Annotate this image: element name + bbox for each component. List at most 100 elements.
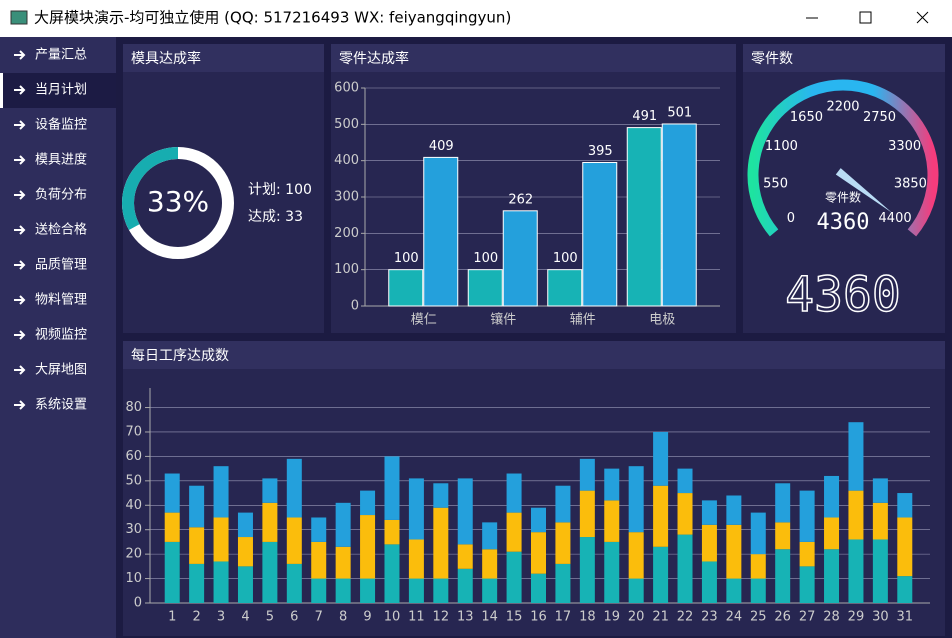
panel [743,44,945,333]
x-tick-label: 2 [192,610,200,625]
stacked-bar-segment [579,490,595,538]
y-tick-label: 70 [125,424,142,439]
stacked-bar-segment [799,490,815,542]
bar-value-label: 491 [632,109,657,124]
bar-value-label: 395 [588,144,613,159]
stacked-bar-segment [701,524,717,562]
x-tick-label: 14 [481,610,498,625]
bar-value-label: 100 [553,251,578,266]
stacked-bar-segment [750,554,766,579]
menu-item[interactable]: 负荷分布 [35,188,87,203]
menu-arrow [14,85,26,95]
menu-arrow [14,365,26,375]
big-counter: 4360 [785,267,901,323]
stacked-bar-segment [408,539,424,579]
stacked-bar-segment [506,512,522,552]
x-tick-label: 16 [530,610,547,625]
menu-item[interactable]: 大屏地图 [35,363,87,378]
menu-item[interactable]: 物料管理 [35,293,87,308]
gauge-tick-label: 3300 [888,139,921,154]
stacked-bar-segment [262,502,278,542]
menu-item[interactable]: 送检合格 [35,222,87,238]
x-tick-label: 8 [339,610,347,625]
stacked-bar-segment [531,573,546,603]
y-tick-label: 100 [334,262,359,277]
stacked-bar-segment [213,466,229,518]
stacked-bar-segment [677,493,693,535]
x-tick-label: 10 [384,610,401,625]
stacked-bar-segment [506,473,522,513]
x-tick-label: 13 [457,610,474,625]
x-tick-label: 电极 [649,313,675,328]
stacked-bar-segment [604,541,620,603]
stacked-bar-segment [750,512,766,555]
stacked-bar-segment [897,576,913,603]
stacked-bar-segment [531,507,546,533]
bar [582,161,618,307]
stacked-bar-segment [677,534,693,603]
stacked-bar-segment [677,468,693,494]
menu-arrow [14,120,26,130]
stacked-bar-segment [897,493,913,518]
bar [467,269,503,307]
menu-item[interactable]: 模具进度 [35,152,87,168]
stacked-bar-segment [164,473,180,513]
donut-label: 计划: 100 [248,182,312,198]
stacked-bar-segment [286,563,302,603]
x-tick-label: 6 [290,610,298,625]
stacked-bar-segment [848,422,864,491]
x-tick-label: 29 [848,610,865,625]
stacked-bar-segment [213,561,229,603]
bar [661,123,697,307]
x-tick-label: 15 [506,610,523,625]
gauge-tick-label: 0 [787,211,795,226]
menu-item[interactable]: 产量汇总 [35,48,87,63]
menu-item[interactable]: 品质管理 [35,258,87,273]
panel-title: 零件达成率 [339,50,409,67]
gauge-label: 零件数 [825,190,861,205]
x-tick-label: 9 [363,610,371,625]
menu-item[interactable]: 设备监控 [35,117,87,133]
stacked-bar-segment [506,551,522,603]
stacked-bar-segment [360,578,376,603]
stacked-bar-segment [433,507,449,579]
stacked-bar-segment [897,517,913,577]
stacked-bar-segment [286,517,302,564]
app-icon [10,10,28,25]
x-tick-label: 24 [726,610,743,625]
bar-value-label: 100 [394,251,419,266]
sidebar [0,37,116,638]
gauge-tick-label: 550 [763,176,788,191]
menu-item[interactable]: 系统设置 [35,398,87,413]
x-tick-label: 7 [315,610,323,625]
bar-value-label: 409 [429,139,454,154]
y-tick-label: 40 [125,498,142,513]
stacked-bar-segment [653,485,669,547]
x-tick-label: 30 [872,610,889,625]
bar [388,269,424,307]
x-tick-label: 17 [555,610,572,625]
maximize-button[interactable] [859,11,872,24]
menu-arrow [14,400,26,410]
panel-header [123,44,324,72]
title-bar [0,0,952,37]
x-tick-label: 4 [241,610,249,625]
x-tick-label: 22 [677,610,694,625]
menu-item[interactable]: 当月计划 [35,83,87,98]
stacked-bar-segment [653,431,669,486]
y-tick-label: 300 [334,190,359,205]
x-tick-label: 25 [750,610,767,625]
panel-header [123,341,945,369]
menu-item[interactable]: 视频监控 [35,328,87,343]
y-tick-label: 30 [125,522,142,537]
stacked-bar-segment [262,478,278,503]
stacked-bar-segment [799,541,815,567]
x-tick-label: 11 [408,610,425,625]
stacked-bar-segment [701,500,717,525]
x-tick-label: 21 [652,610,669,625]
close-button[interactable] [916,11,929,24]
y-tick-label: 0 [351,299,359,314]
x-tick-label: 1 [168,610,176,625]
